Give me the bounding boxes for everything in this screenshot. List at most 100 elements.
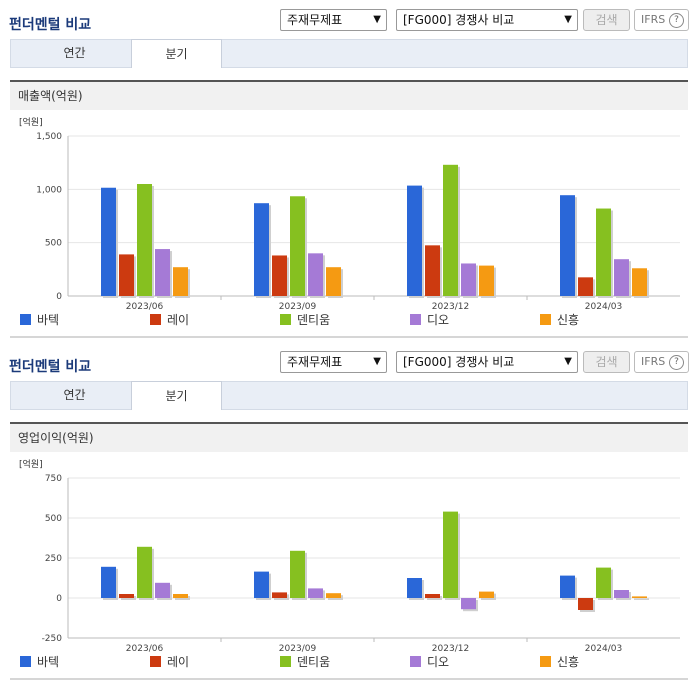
bar-레이-2024/03[interactable] bbox=[578, 277, 593, 296]
revenue-chart: [억원] 0 500 1,000 1,500 2023/06 2023/09 2023/12 2… bbox=[19, 116, 680, 312]
statement-type-select[interactable]: 주재무제표 ▼ bbox=[280, 9, 387, 31]
legend-item[interactable]: 신흥 bbox=[540, 313, 579, 327]
help-icon[interactable]: ? bbox=[669, 355, 684, 370]
legend-item[interactable]: 덴티움 bbox=[280, 655, 330, 669]
bar-덴티움-2023/09[interactable] bbox=[290, 196, 305, 296]
x-tick-label: 2023/06 bbox=[126, 644, 164, 654]
x-tick-label: 2023/12 bbox=[432, 302, 469, 312]
bar-덴티움-2023/06[interactable] bbox=[137, 546, 152, 598]
statement-type-value: 주재무제표 bbox=[287, 13, 343, 27]
legend-label: 디오 bbox=[427, 655, 450, 669]
search-button[interactable]: 검색 bbox=[583, 9, 630, 31]
chart-legend: 바텍 레이 덴티움 디오 신흥 bbox=[20, 655, 680, 669]
search-button[interactable]: 검색 bbox=[583, 351, 630, 373]
bar-신흥-2023/09[interactable] bbox=[326, 593, 341, 598]
tab-quarterly[interactable]: 분기 bbox=[131, 39, 222, 68]
bar-신흥-2023/12[interactable] bbox=[479, 265, 494, 296]
legend-label: 덴티움 bbox=[297, 655, 331, 669]
bar-바텍-2023/06[interactable] bbox=[101, 187, 116, 296]
legend-swatch bbox=[540, 314, 551, 325]
bar-레이-2023/09[interactable] bbox=[272, 592, 287, 598]
legend-item[interactable]: 레이 bbox=[150, 655, 189, 669]
bar-신흥-2023/06[interactable] bbox=[173, 267, 188, 296]
ifrs-label: IFRS bbox=[641, 13, 666, 26]
legend-item[interactable]: 디오 bbox=[410, 313, 449, 327]
metric-header: 매출액(억원) bbox=[10, 80, 688, 110]
fundamental-section-1: 펀더멘털 비교 주재무제표 ▼ [FG000] 경쟁사 비교 ▼ 검색 IFRS… bbox=[9, 9, 689, 338]
statement-type-value: 주재무제표 bbox=[287, 355, 343, 369]
divider bbox=[10, 336, 688, 338]
bar-덴티움-2024/03[interactable] bbox=[596, 208, 611, 296]
unit-label: [억원] bbox=[19, 458, 43, 470]
legend-swatch bbox=[150, 314, 161, 325]
bar-디오-2023/06[interactable] bbox=[155, 582, 170, 598]
ifrs-button[interactable]: IFRS ? bbox=[634, 9, 689, 31]
bar-디오-2023/12[interactable] bbox=[461, 263, 476, 296]
legend-item[interactable]: 디오 bbox=[410, 655, 449, 669]
bar-덴티움-2023/06[interactable] bbox=[137, 184, 152, 296]
divider bbox=[10, 678, 688, 680]
chevron-down-icon: ▼ bbox=[373, 356, 381, 367]
legend-label: 신흥 bbox=[557, 655, 580, 669]
ifrs-label: IFRS bbox=[641, 355, 666, 368]
x-tick-label: 2024/03 bbox=[585, 302, 622, 312]
period-tabs: 연간 분기 bbox=[10, 39, 688, 68]
bar-신흥-2023/09[interactable] bbox=[326, 267, 341, 296]
y-tick-label: 500 bbox=[45, 239, 62, 249]
bar-바텍-2023/12[interactable] bbox=[407, 185, 422, 296]
legend-item[interactable]: 덴티움 bbox=[280, 313, 330, 327]
help-icon[interactable]: ? bbox=[669, 13, 684, 28]
y-tick-label: 0 bbox=[56, 594, 62, 604]
statement-type-select[interactable]: 주재무제표 ▼ bbox=[280, 351, 387, 373]
compare-group-select[interactable]: [FG000] 경쟁사 비교 ▼ bbox=[396, 9, 578, 31]
chevron-down-icon: ▼ bbox=[564, 14, 572, 25]
bar-신흥-2023/12[interactable] bbox=[479, 591, 494, 598]
bar-레이-2023/09[interactable] bbox=[272, 255, 287, 296]
bar-디오-2023/12[interactable] bbox=[461, 598, 476, 610]
legend-item[interactable]: 레이 bbox=[150, 313, 189, 327]
bar-디오-2024/03[interactable] bbox=[614, 590, 629, 598]
bar-바텍-2024/03[interactable] bbox=[560, 195, 575, 296]
bar-신흥-2024/03[interactable] bbox=[632, 268, 647, 296]
chevron-down-icon: ▼ bbox=[373, 14, 381, 25]
fundamental-section-2: 펀더멘털 비교 주재무제표 ▼ [FG000] 경쟁사 비교 ▼ 검색 IFRS… bbox=[0, 342, 696, 684]
legend-item[interactable]: 바텍 bbox=[20, 655, 59, 669]
legend-swatch bbox=[280, 656, 291, 667]
bar-레이-2023/12[interactable] bbox=[425, 594, 440, 598]
tab-quarterly[interactable]: 분기 bbox=[131, 381, 222, 410]
bar-덴티움-2024/03[interactable] bbox=[596, 567, 611, 598]
tab-annual[interactable]: 연간 bbox=[63, 388, 86, 402]
bar-레이-2024/03[interactable] bbox=[578, 598, 593, 610]
bar-바텍-2023/09[interactable] bbox=[254, 203, 269, 296]
legend-item[interactable]: 바텍 bbox=[20, 313, 59, 327]
bar-바텍-2024/03[interactable] bbox=[560, 575, 575, 598]
bar-덴티움-2023/12[interactable] bbox=[443, 511, 458, 598]
tab-annual[interactable]: 연간 bbox=[63, 46, 86, 60]
y-tick-label: 250 bbox=[45, 554, 62, 564]
bar-디오-2023/09[interactable] bbox=[308, 253, 323, 296]
operating-profit-chart: [억원] -250 0 250 500 750 2023/06 2023/09 2023/12 2… bbox=[19, 458, 680, 654]
bar-디오-2023/06[interactable] bbox=[155, 249, 170, 296]
x-tick-label: 2023/06 bbox=[126, 302, 164, 312]
bar-바텍-2023/12[interactable] bbox=[407, 578, 422, 598]
bar-바텍-2023/09[interactable] bbox=[254, 571, 269, 598]
unit-label: [억원] bbox=[19, 116, 43, 128]
ifrs-button[interactable]: IFRS ? bbox=[634, 351, 689, 373]
legend-label: 디오 bbox=[427, 313, 450, 327]
compare-group-select[interactable]: [FG000] 경쟁사 비교 ▼ bbox=[396, 351, 578, 373]
metric-header: 영업이익(억원) bbox=[10, 422, 688, 452]
bar-신흥-2024/03[interactable] bbox=[632, 596, 647, 598]
bar-레이-2023/06[interactable] bbox=[119, 254, 134, 296]
bar-레이-2023/12[interactable] bbox=[425, 245, 440, 296]
legend-label: 덴티움 bbox=[297, 313, 331, 327]
bar-신흥-2023/06[interactable] bbox=[173, 594, 188, 598]
bar-디오-2023/09[interactable] bbox=[308, 588, 323, 598]
bar-덴티움-2023/09[interactable] bbox=[290, 550, 305, 598]
bar-디오-2024/03[interactable] bbox=[614, 259, 629, 296]
bar-레이-2023/06[interactable] bbox=[119, 594, 134, 598]
bar-덴티움-2023/12[interactable] bbox=[443, 164, 458, 296]
bar-바텍-2023/06[interactable] bbox=[101, 566, 116, 598]
x-tick-label: 2023/12 bbox=[432, 644, 469, 654]
legend-item[interactable]: 신흥 bbox=[540, 655, 579, 669]
section-title: 펀더멘털 비교 bbox=[9, 359, 92, 375]
